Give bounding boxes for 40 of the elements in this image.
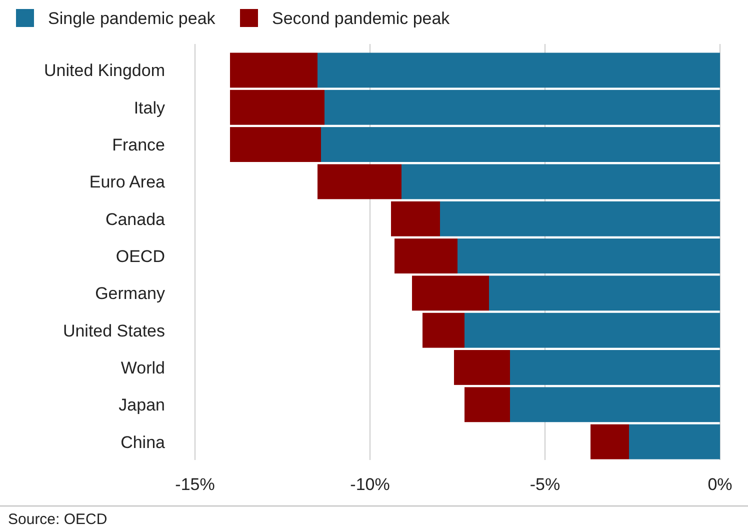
y-tick-label: Japan bbox=[118, 396, 165, 415]
bar bbox=[440, 201, 720, 236]
y-tick-label: World bbox=[120, 358, 165, 378]
bar bbox=[318, 52, 720, 88]
bar bbox=[629, 424, 720, 460]
bar bbox=[230, 52, 318, 88]
bar bbox=[391, 201, 440, 236]
y-tick-label: China bbox=[120, 432, 166, 452]
y-tick-label: Germany bbox=[95, 284, 166, 304]
bar bbox=[321, 127, 720, 162]
x-tick-label: 0% bbox=[708, 475, 732, 494]
x-tick-label: -15% bbox=[175, 475, 215, 494]
bar bbox=[394, 238, 458, 274]
bar bbox=[402, 164, 720, 200]
bar bbox=[590, 424, 629, 460]
bar bbox=[422, 312, 464, 348]
y-tick-label: OECD bbox=[116, 247, 165, 266]
bar bbox=[464, 312, 720, 348]
bar bbox=[324, 90, 720, 125]
bar bbox=[489, 276, 720, 311]
bar bbox=[318, 164, 402, 200]
legend-label: Second pandemic peak bbox=[272, 9, 450, 28]
bar bbox=[458, 238, 720, 274]
bar bbox=[510, 387, 720, 422]
y-tick-label: Canada bbox=[105, 210, 166, 229]
x-tick-label: -5% bbox=[530, 475, 560, 494]
bar bbox=[230, 127, 321, 162]
bar bbox=[230, 90, 324, 125]
bar bbox=[464, 387, 510, 422]
y-tick-label: United Kingdom bbox=[44, 61, 165, 80]
bar bbox=[412, 276, 489, 311]
x-tick-label: -10% bbox=[350, 475, 390, 494]
bar bbox=[454, 350, 510, 385]
source-note: Source: OECD bbox=[8, 511, 108, 528]
bar bbox=[510, 350, 720, 385]
y-tick-label: France bbox=[112, 136, 165, 155]
y-tick-label: United States bbox=[62, 321, 165, 340]
y-tick-label: Euro Area bbox=[89, 172, 166, 192]
y-tick-label: Italy bbox=[134, 98, 166, 118]
legend-label: Single pandemic peak bbox=[48, 9, 216, 28]
